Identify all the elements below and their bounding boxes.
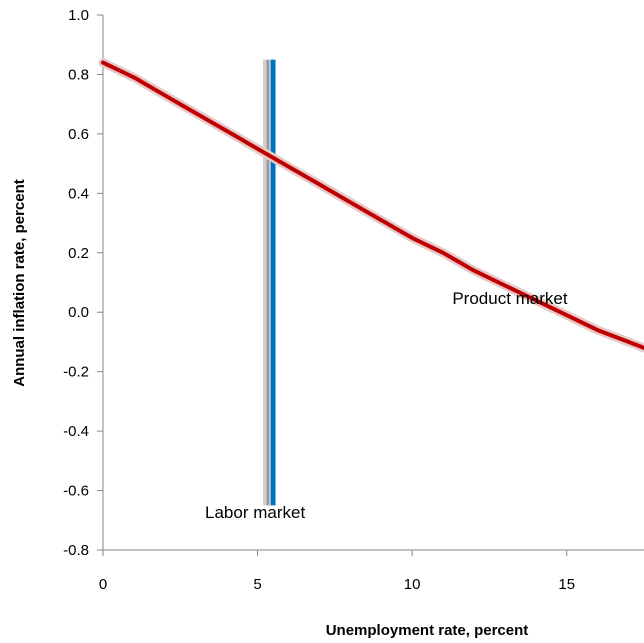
- product-market-curve: [101, 60, 644, 350]
- chart-axes: [102, 15, 644, 551]
- y-axis-title: Annual inflation rate, percent: [11, 179, 28, 387]
- y-tick-label: 0.8: [68, 66, 89, 83]
- y-tick-label: 0.0: [68, 304, 89, 321]
- y-tick-label: -0.2: [63, 364, 89, 381]
- x-tick-label: 5: [253, 576, 261, 593]
- x-tick-label: 15: [558, 576, 575, 593]
- y-tick-label: -0.8: [63, 542, 89, 559]
- y-tick-label: -0.4: [63, 423, 89, 440]
- y-tick-label: 1.0: [68, 7, 89, 24]
- x-tick-label: 0: [99, 576, 107, 593]
- y-tick-label: 0.2: [68, 245, 89, 262]
- y-tick-label: 0.6: [68, 126, 89, 143]
- x-tick-label: 10: [404, 576, 421, 593]
- x-axis-title: Unemployment rate, percent: [326, 622, 529, 639]
- chart-ticks: 1.0 0.8 0.6 0.4 0.2 0.0 -0.2 -0.4 -0.6 -0.8 0 5 10 15: [63, 7, 575, 593]
- y-tick-label: 0.4: [68, 185, 89, 202]
- chart-labels: Product market Labor market Unemployment r…: [11, 179, 568, 639]
- chart-series: [98, 58, 644, 506]
- labor-market-label: Labor market: [205, 503, 305, 522]
- y-tick-label: -0.6: [63, 483, 89, 500]
- product-market-label: Product market: [452, 289, 568, 308]
